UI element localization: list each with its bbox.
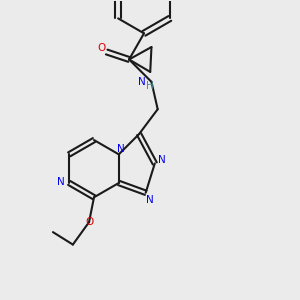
Text: N: N [146, 195, 153, 205]
Text: O: O [85, 217, 93, 227]
Text: N: N [57, 177, 64, 187]
Text: N: N [117, 144, 125, 154]
Text: O: O [98, 43, 106, 53]
Text: N: N [158, 155, 166, 165]
Text: H: H [146, 81, 154, 91]
Text: N: N [138, 77, 146, 87]
